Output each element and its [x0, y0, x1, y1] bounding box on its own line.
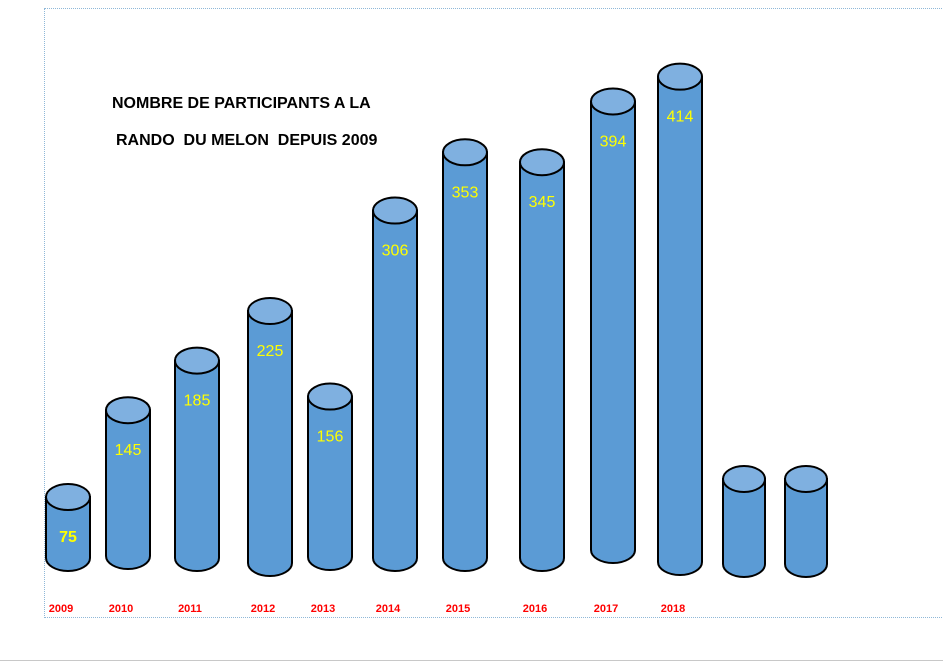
empty-cylinder-1-top	[722, 465, 766, 493]
value-label-2011: 185	[184, 393, 211, 410]
bar-2017	[590, 87, 636, 564]
bar-2014-top	[372, 196, 418, 225]
empty-cylinder-2	[784, 465, 828, 578]
bottom-rule	[0, 660, 943, 661]
bar-2017-top	[590, 87, 636, 116]
bar-2011-top	[174, 346, 220, 375]
value-label-2016: 345	[529, 194, 556, 211]
bar-2009-body	[45, 496, 91, 572]
bar-2010-body	[105, 409, 151, 570]
empty-cylinder-2-top	[784, 465, 828, 493]
value-label-2014: 306	[382, 243, 409, 260]
chart-title-line-2: RANDO DU MELON DEPUIS 2009	[116, 132, 378, 149]
bar-2012	[247, 297, 293, 577]
bar-2009-top	[45, 483, 91, 511]
bar-2012-top	[247, 297, 293, 325]
category-label-2010: 2010	[109, 603, 133, 615]
bar-2017-body	[590, 100, 636, 564]
value-label-2017: 394	[600, 133, 627, 150]
chart-title-line-1: NOMBRE DE PARTICIPANTS A LA	[112, 95, 371, 112]
category-label-2011: 2011	[178, 603, 202, 615]
category-label-2016: 2016	[523, 603, 547, 615]
bar-2013	[307, 382, 353, 571]
bar-2015	[442, 138, 488, 572]
category-label-2013: 2013	[311, 603, 335, 615]
category-label-2015: 2015	[446, 603, 470, 615]
value-label-2009: 75	[59, 529, 77, 546]
bar-2011-body	[174, 359, 220, 572]
bar-2011	[174, 346, 220, 572]
bar-2016-top	[519, 148, 565, 177]
value-label-2012: 225	[257, 343, 284, 360]
bar-2010	[105, 396, 151, 570]
value-label-2018: 414	[667, 109, 694, 126]
plot-area	[44, 8, 943, 618]
value-label-2015: 353	[452, 184, 479, 201]
bar-2018-top	[657, 62, 703, 91]
category-label-2012: 2012	[251, 603, 275, 615]
value-label-2010: 145	[115, 442, 142, 459]
empty-cylinder-1-body	[722, 478, 766, 578]
bar-2018-body	[657, 75, 703, 576]
category-label-2017: 2017	[594, 603, 618, 615]
bar-2016	[519, 148, 565, 572]
bar-2012-body	[247, 310, 293, 577]
bar-2010-top	[105, 396, 151, 425]
bar-2009	[45, 483, 91, 572]
empty-cylinder-2-body	[784, 478, 828, 578]
bar-2014-body	[372, 209, 418, 572]
empty-cylinder-1	[722, 465, 766, 578]
bar-2015-top	[442, 138, 488, 167]
category-label-2009: 2009	[49, 603, 73, 615]
bar-2015-body	[442, 151, 488, 572]
bar-2018	[657, 62, 703, 576]
value-label-2013: 156	[317, 429, 344, 446]
bar-2014	[372, 196, 418, 572]
category-label-2014: 2014	[376, 603, 401, 615]
bar-2016-body	[519, 161, 565, 572]
bar-2013-top	[307, 382, 353, 411]
category-label-2018: 2018	[661, 603, 685, 615]
bar-2013-body	[307, 395, 353, 571]
